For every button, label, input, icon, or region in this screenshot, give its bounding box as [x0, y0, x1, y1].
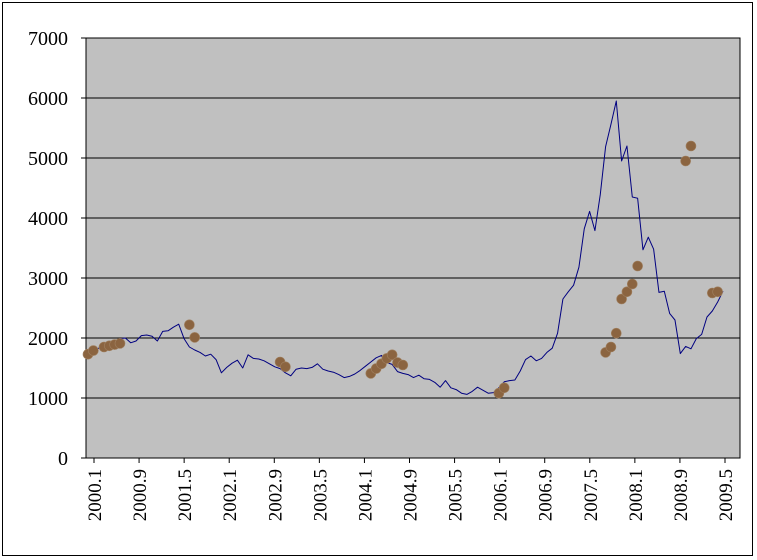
highlight-point — [616, 293, 627, 305]
x-tick-label: 2001.5 — [175, 469, 196, 521]
highlight-point — [88, 345, 99, 356]
y-tick-label: 5000 — [28, 148, 68, 170]
x-tick-label: 2008.1 — [626, 469, 647, 521]
highlight-point — [397, 359, 409, 371]
highlight-point — [386, 349, 398, 361]
plot-area — [85, 37, 741, 459]
x-tick-label: 2007.5 — [581, 469, 602, 521]
x-tick-label: 2000.9 — [130, 469, 151, 521]
x-tick-label: 2005.5 — [446, 469, 467, 521]
x-tick-label: 2008.9 — [671, 469, 692, 521]
x-tick-label: 2004.9 — [401, 469, 422, 521]
x-tick-label: 2006.9 — [536, 469, 557, 521]
x-tick-label: 2002.9 — [265, 469, 286, 521]
y-tick-label: 2000 — [28, 328, 68, 350]
y-tick-label: 0 — [58, 448, 68, 470]
x-tick-label: 2009.5 — [716, 469, 737, 521]
x-tick-label: 2006.1 — [491, 469, 512, 521]
highlight-point — [184, 319, 195, 331]
series-markers — [82, 140, 723, 399]
y-axis: 0 1000 2000 3000 4000 5000 6000 7000 — [28, 28, 86, 470]
x-tick-label: 2000.1 — [85, 469, 106, 521]
y-tick-label: 7000 — [28, 28, 68, 50]
highlight-point — [632, 260, 643, 272]
highlight-point — [114, 338, 126, 349]
highlight-point — [680, 155, 691, 167]
y-tick-label: 3000 — [28, 268, 68, 290]
y-tick-label: 6000 — [28, 88, 68, 110]
x-axis: 2000.1 2000.9 2001.5 2002.1 2002.9 2003.5 2004… — [85, 458, 737, 521]
highlight-point — [712, 286, 723, 298]
highlight-point — [280, 361, 291, 373]
highlight-point — [626, 278, 638, 290]
y-tick-label: 1000 — [28, 388, 68, 410]
highlight-point — [685, 140, 697, 152]
x-tick-label: 2002.1 — [220, 469, 241, 521]
highlight-point — [621, 286, 633, 298]
highlight-point — [189, 332, 201, 343]
x-tick-label: 2003.5 — [310, 469, 331, 521]
series-line — [87, 100, 724, 395]
x-tick-label: 2004.1 — [355, 469, 376, 521]
highlight-point — [610, 327, 622, 339]
y-tick-label: 4000 — [28, 208, 68, 230]
highlight-point — [498, 382, 510, 394]
highlight-point — [605, 341, 617, 353]
series-line-group — [87, 100, 724, 395]
